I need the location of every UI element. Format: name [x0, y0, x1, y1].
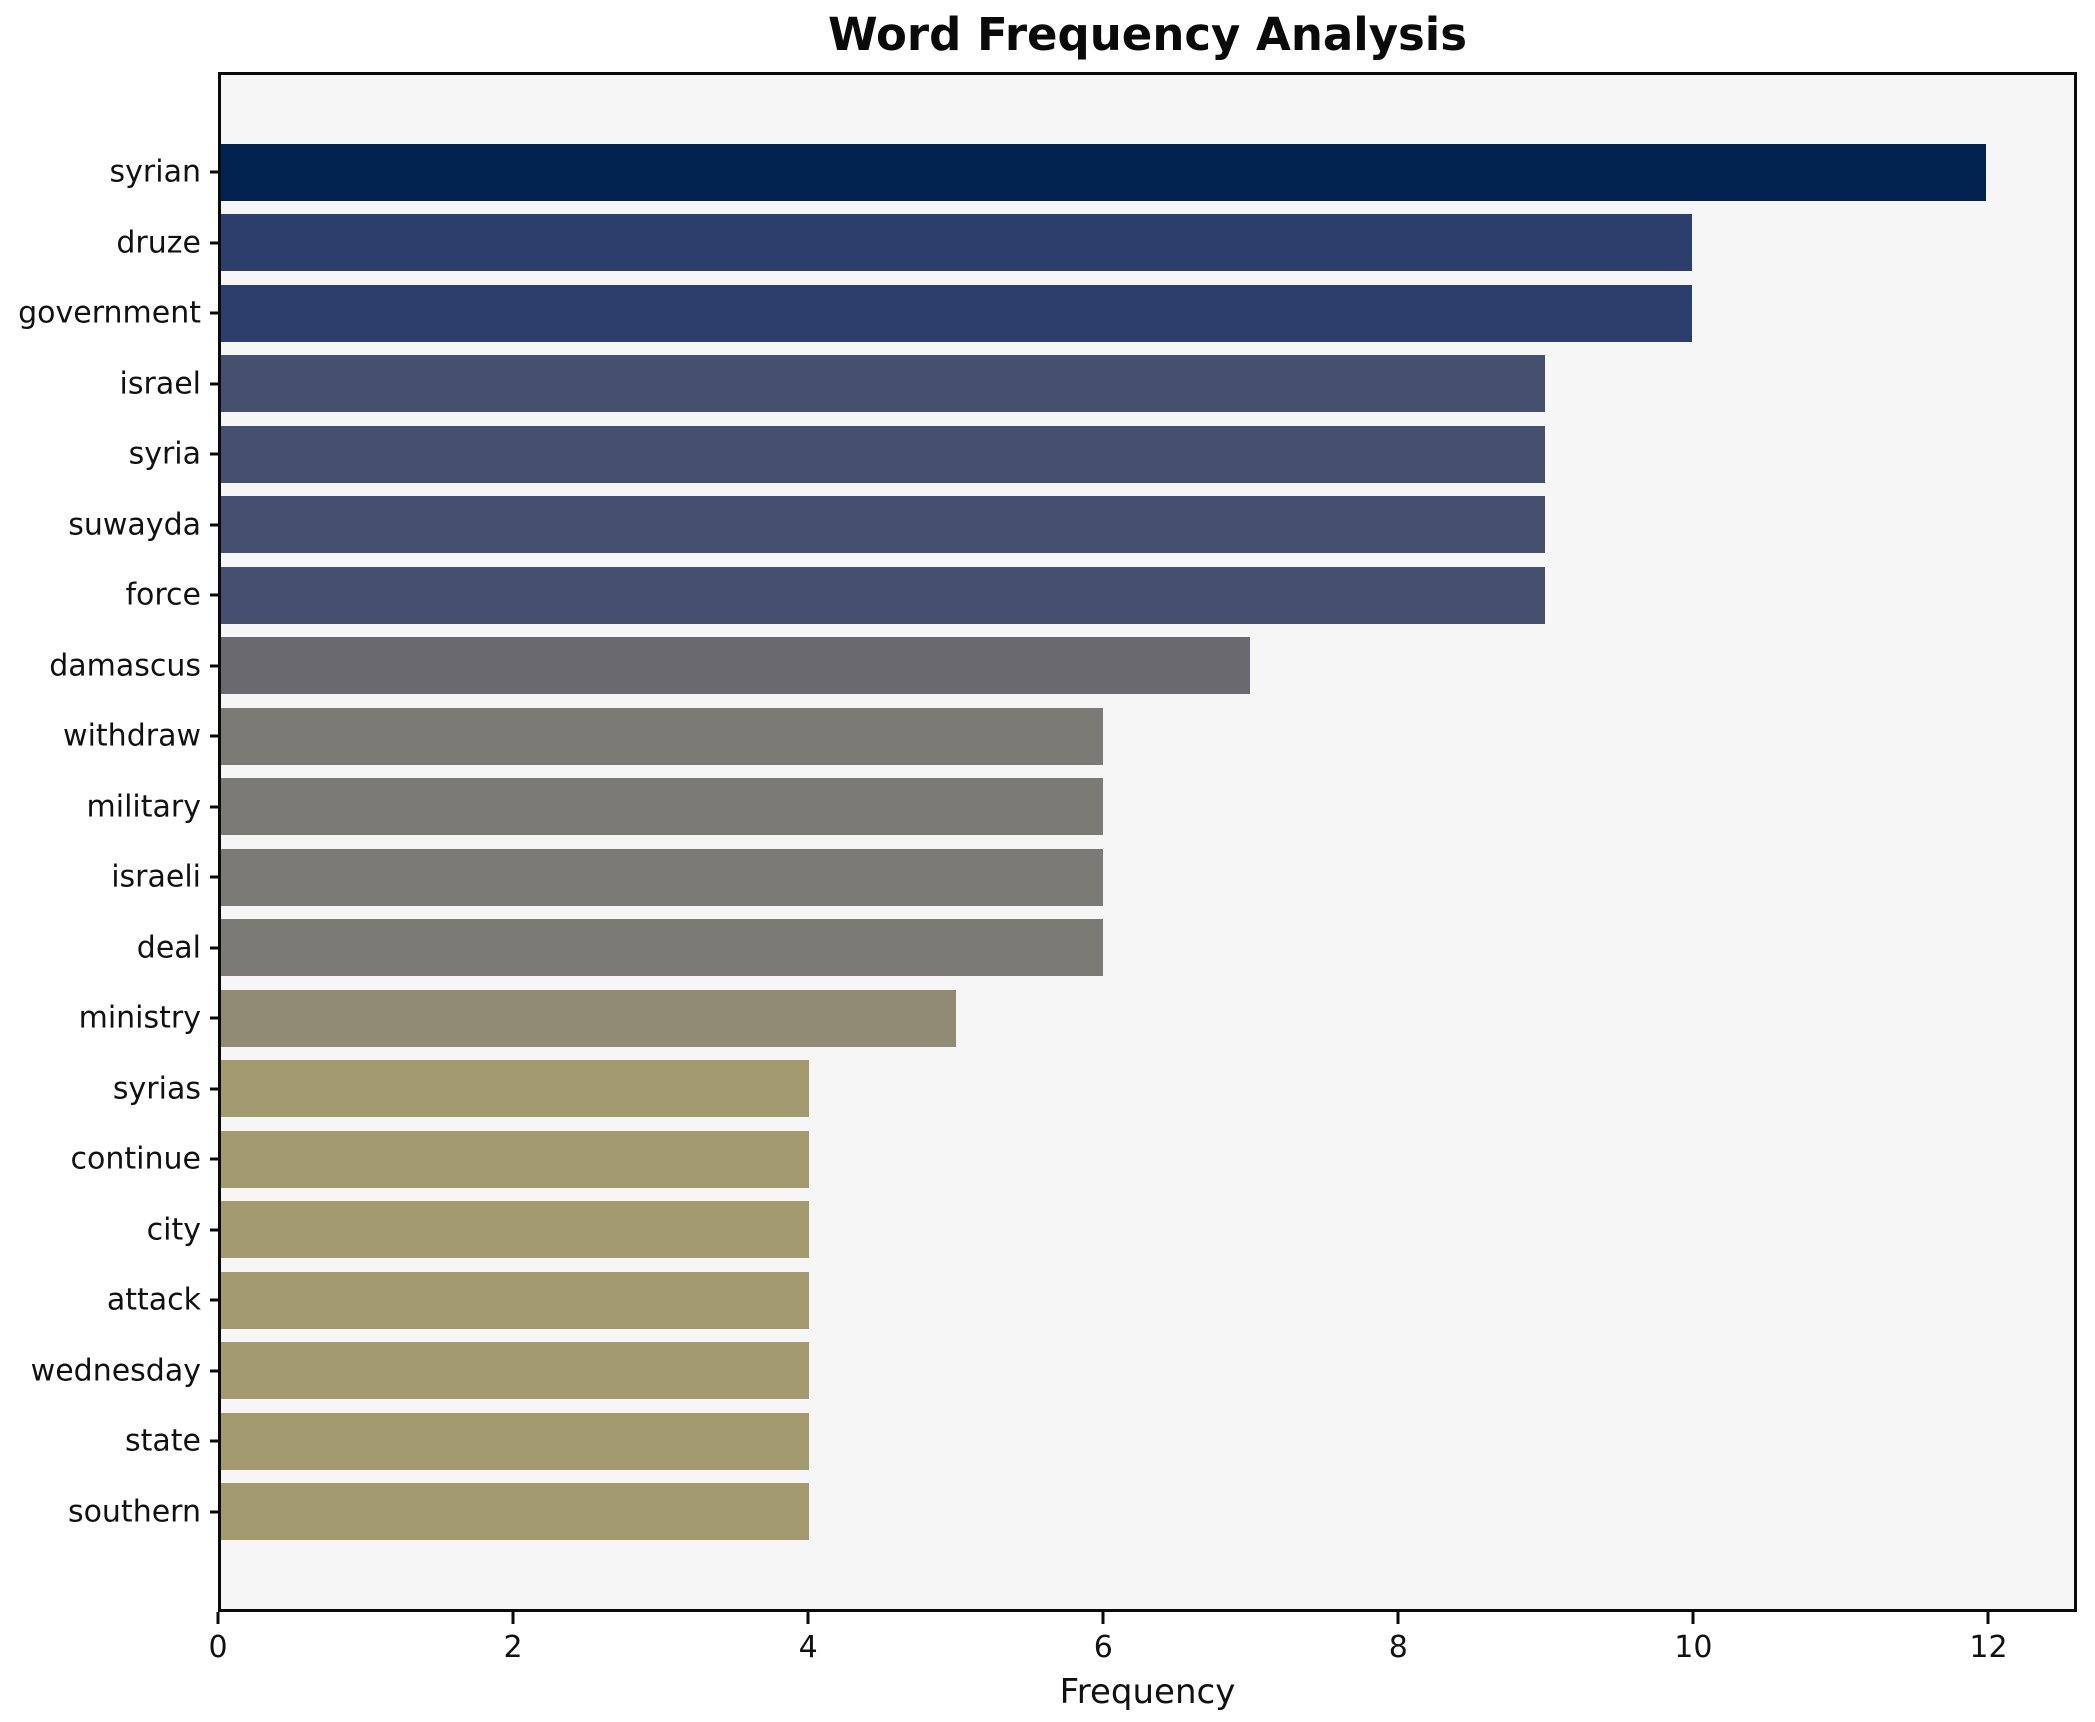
y-tick-mark [210, 1228, 221, 1232]
bar [221, 496, 1545, 554]
bar-row: state [125, 1406, 2074, 1477]
y-tick-mark [210, 1369, 221, 1373]
bar-row: wednesday [31, 1336, 2074, 1407]
plot-area: syrian druze government israel syria suwayda f… [18, 72, 2077, 1612]
x-tick-mark [1986, 1612, 1990, 1624]
y-tick-mark [210, 170, 221, 174]
y-tick-label: continue [70, 1141, 201, 1177]
y-tick-label: deal [136, 930, 201, 966]
bar [221, 1060, 810, 1118]
bar-row: syria [129, 419, 2074, 490]
x-tick-mark [1691, 1612, 1695, 1624]
y-tick-label: military [86, 789, 201, 825]
bar-row: continue [71, 1124, 2074, 1195]
bar-row: syrias [113, 1054, 2074, 1125]
x-tick-label: 10 [1674, 1630, 1713, 1665]
y-tick-mark [210, 875, 221, 879]
y-tick-label: southern [67, 1494, 201, 1530]
bar [221, 214, 1692, 272]
y-tick-label: syria [128, 436, 201, 472]
y-tick-mark [210, 734, 221, 738]
bar-row: damascus [49, 631, 2074, 702]
x-tick-mark [1396, 1612, 1400, 1624]
y-tick-label: druze [116, 225, 201, 261]
bar [221, 143, 1986, 201]
bar-row: attack [107, 1265, 2074, 1336]
y-tick-label: damascus [49, 648, 201, 684]
y-tick-label: ministry [78, 1000, 201, 1036]
bar [221, 1201, 810, 1259]
bar-row: government [18, 278, 2074, 349]
bar-row: druze [116, 208, 2074, 279]
x-tick-mark [1101, 1612, 1105, 1624]
y-tick-mark [210, 311, 221, 315]
y-tick-mark [210, 805, 221, 809]
y-tick-label: wednesday [30, 1353, 201, 1389]
x-tick-mark [216, 1612, 220, 1624]
bar-row: withdraw [63, 701, 2074, 772]
bar [221, 919, 1104, 977]
chart-title: Word Frequency Analysis [827, 8, 1468, 61]
bar-rows-container: syrian druze government israel syria suwayda f… [18, 137, 2074, 1548]
y-tick-mark [210, 452, 221, 456]
bar [221, 355, 1545, 413]
y-tick-mark [210, 241, 221, 245]
y-tick-label: suwayda [68, 507, 201, 543]
bar [221, 1342, 810, 1400]
y-tick-mark [210, 593, 221, 597]
x-tick-label: 6 [1093, 1630, 1113, 1665]
bar [221, 1483, 810, 1541]
y-tick-label: israeli [111, 859, 201, 895]
bar-row: city [147, 1195, 2074, 1266]
bar [221, 707, 1104, 765]
y-tick-mark [210, 1087, 221, 1091]
bar [221, 637, 1251, 695]
y-tick-label: attack [106, 1282, 201, 1318]
bar-row: force [125, 560, 2074, 631]
y-tick-label: force [125, 577, 201, 613]
y-tick-mark [210, 1157, 221, 1161]
bar-row: military [87, 772, 2074, 843]
y-tick-mark [210, 1016, 221, 1020]
x-tick-label: 4 [798, 1630, 818, 1665]
y-tick-label: israel [119, 366, 201, 402]
x-tick-label: 2 [503, 1630, 523, 1665]
x-tick-mark [511, 1612, 515, 1624]
bar [221, 989, 957, 1047]
y-tick-mark [210, 1298, 221, 1302]
y-tick-label: syrias [112, 1071, 201, 1107]
y-tick-mark [210, 382, 221, 386]
bar-row: syrian [110, 137, 2074, 208]
x-axis-label: Frequency [1059, 1672, 1236, 1712]
bar-row: suwayda [68, 490, 2074, 561]
y-tick-mark [210, 1439, 221, 1443]
y-tick-label: withdraw [63, 718, 201, 754]
x-tick-mark [806, 1612, 810, 1624]
bar [221, 1130, 810, 1188]
x-tick-label: 8 [1388, 1630, 1408, 1665]
y-tick-mark [210, 946, 221, 950]
y-tick-label: syrian [109, 154, 201, 190]
bar [221, 1271, 810, 1329]
x-tick-label: 0 [208, 1630, 228, 1665]
bar-row: israeli [111, 842, 2074, 913]
bar [221, 1412, 810, 1470]
y-tick-label: government [18, 295, 201, 331]
y-tick-label: state [125, 1423, 201, 1459]
bar [221, 425, 1545, 483]
y-tick-label: city [146, 1212, 201, 1248]
bar-row: israel [120, 349, 2074, 420]
bar-row: ministry [79, 983, 2074, 1054]
bar-row: southern [68, 1477, 2074, 1548]
bar [221, 848, 1104, 906]
x-tick-label: 12 [1969, 1630, 2008, 1665]
y-tick-mark [210, 664, 221, 668]
bar [221, 284, 1692, 342]
bar-row: deal [137, 913, 2074, 984]
y-tick-mark [210, 1510, 221, 1514]
y-tick-mark [210, 523, 221, 527]
bar [221, 566, 1545, 624]
bar [221, 778, 1104, 836]
